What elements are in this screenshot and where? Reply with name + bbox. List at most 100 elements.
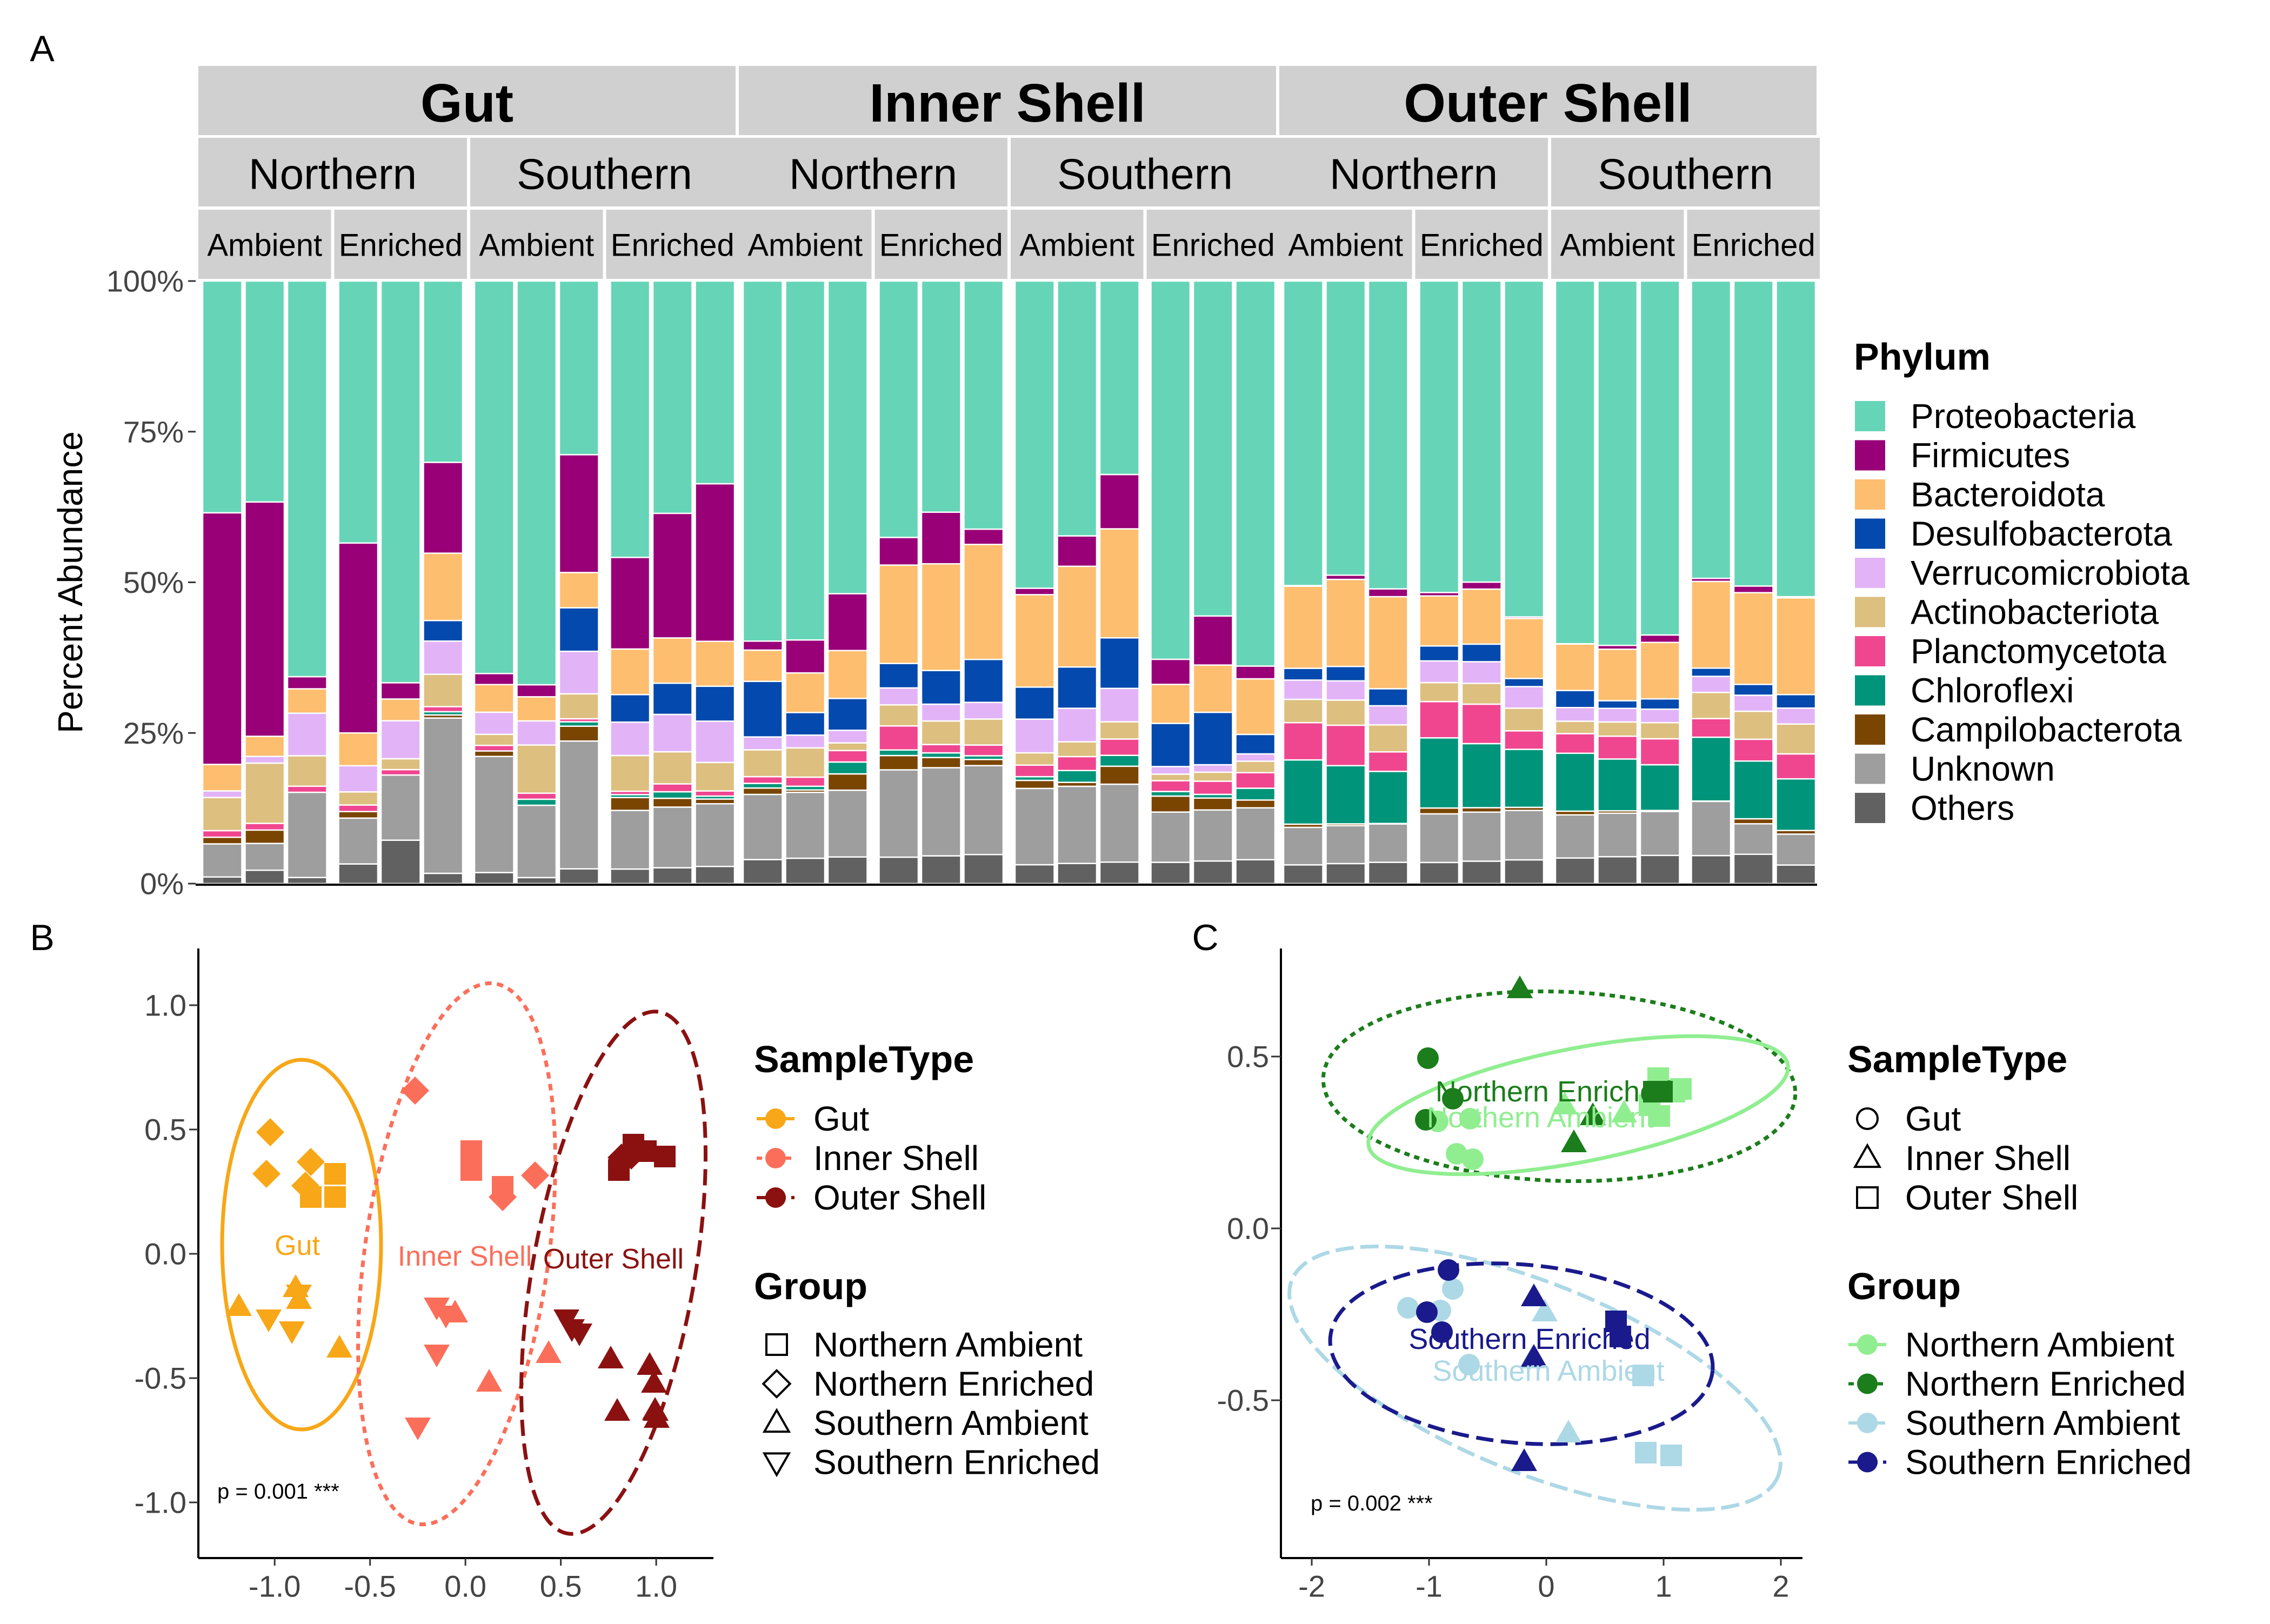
bar-segment [517, 281, 557, 685]
b-point [637, 1352, 663, 1375]
bar-segment [1692, 677, 1731, 693]
bar-segment [964, 745, 1004, 756]
c-y-tick-label: 0.0 [1227, 1212, 1269, 1246]
legend-title: Phylum [1854, 336, 1991, 378]
bar-segment [1368, 281, 1408, 589]
facet-label-treatment: Ambient [1560, 228, 1675, 263]
bar-segment [1151, 812, 1191, 863]
bar-segment [475, 673, 514, 684]
bar-segment [1640, 739, 1680, 765]
c-legend-key [1857, 1413, 1878, 1433]
b-x-tick-label: 0.0 [444, 1569, 486, 1603]
bar-segment [1734, 819, 1773, 824]
bar-segment [1368, 589, 1408, 597]
bar-segment [1368, 725, 1408, 752]
bar-segment [1284, 827, 1323, 865]
bar-segment [1236, 808, 1276, 860]
c-point [1507, 975, 1533, 998]
b-group-label: Inner Shell [398, 1241, 532, 1272]
bar-segment [517, 685, 557, 697]
bar-segment [1015, 788, 1054, 865]
bar-segment [1151, 774, 1191, 780]
y-tick-label: 50% [123, 565, 184, 599]
bar-segment [786, 858, 825, 884]
bar-segment [559, 741, 599, 868]
y-tick-label: 25% [123, 716, 184, 750]
bar-segment [611, 798, 650, 811]
bar-segment [1640, 812, 1680, 856]
bar-segment [1692, 582, 1731, 668]
bar-segment [1555, 734, 1595, 753]
b-point [279, 1321, 305, 1344]
c-legend-title-sampletype: SampleType [1847, 1038, 2067, 1080]
bar-segment [696, 763, 735, 791]
bar-segment [964, 719, 1004, 745]
bar-segment [1692, 801, 1731, 856]
c-legend-key [1857, 1334, 1878, 1355]
bar-segment [1505, 708, 1544, 731]
bar-segment [1151, 723, 1191, 766]
facet-label-region: Northern [1330, 150, 1498, 198]
bar-segment [1640, 643, 1680, 699]
b-x-tick-label: -0.5 [344, 1569, 396, 1603]
bar-segment [828, 762, 867, 774]
bar-segment [203, 791, 242, 797]
bar-segment [1058, 786, 1097, 864]
bar-segment [653, 683, 692, 714]
b-legend-label: Southern Enriched [813, 1443, 1100, 1482]
facet-label-treatment: Enriched [1420, 228, 1544, 263]
b-p-value: p = 0.001 *** [217, 1480, 339, 1503]
bar-segment [1598, 813, 1638, 857]
bar-segment [611, 756, 650, 791]
bar-segment [1420, 808, 1459, 814]
bar-segment [653, 868, 692, 884]
bar-segment [1777, 598, 1816, 694]
bar-segment [1692, 737, 1731, 801]
bar-segment [879, 705, 919, 726]
b-point [598, 1346, 624, 1368]
bar-segment [1505, 686, 1544, 708]
bar-segment [1734, 593, 1773, 685]
bar-segment [1368, 689, 1408, 706]
bar-segment [1777, 834, 1816, 865]
legend-label: Campilobacterota [1911, 710, 2182, 749]
bar-segment [828, 751, 867, 762]
bar-segment [964, 544, 1004, 659]
bar-segment [696, 721, 735, 762]
bar-segment [1193, 712, 1233, 765]
bar-segment [1692, 719, 1731, 737]
bar-segment [381, 840, 420, 884]
bar-segment [1420, 281, 1459, 592]
facet-label-region: Southern [1598, 150, 1773, 198]
bar-segment [288, 878, 327, 884]
c-legend-label: Northern Ambient [1905, 1325, 2174, 1364]
bar-segment [339, 818, 378, 864]
bar-segment [922, 512, 961, 564]
bar-segment [1462, 812, 1501, 861]
bar-segment [559, 726, 599, 741]
bar-segment [203, 764, 242, 791]
bar-segment [786, 792, 825, 858]
bar-segment [203, 844, 242, 877]
bar-segment [559, 608, 599, 652]
bar-segment [1284, 680, 1323, 699]
bar-segment [1420, 661, 1459, 683]
bar-segment [1692, 856, 1731, 884]
bar-segment [1555, 858, 1595, 884]
bar-segment [696, 804, 735, 866]
bar-segment [288, 689, 327, 713]
bar-segment [743, 681, 783, 737]
bar-segment [786, 281, 825, 640]
bar-segment [475, 873, 514, 884]
bar-segment [1236, 734, 1276, 754]
bar-segment [828, 774, 867, 790]
bar-segment [828, 593, 867, 650]
bar-segment [1284, 281, 1323, 586]
bar-segment [879, 565, 919, 664]
bar-segment [879, 281, 919, 537]
bar-segment [611, 722, 650, 756]
b-point [608, 1159, 630, 1181]
b-legend-key [765, 1187, 786, 1208]
